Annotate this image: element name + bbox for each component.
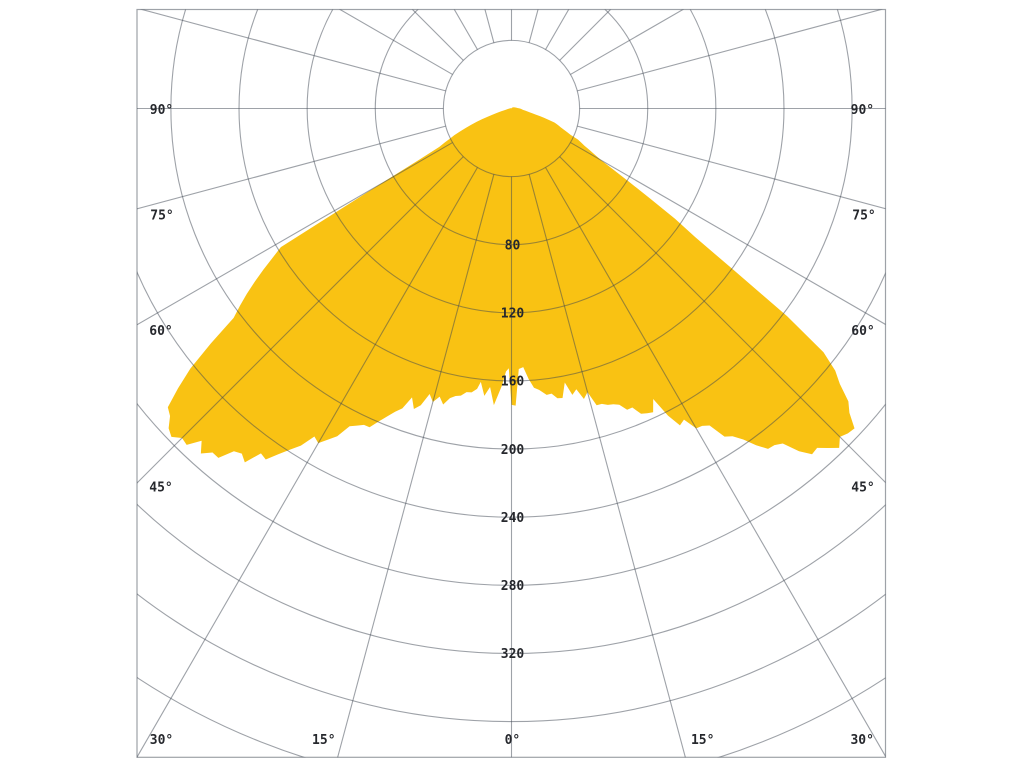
- grid-spoke-15: [528, 174, 686, 758]
- angle-tick-label-6: 0°: [505, 733, 521, 748]
- angle-tick-label-8: 30°: [850, 733, 873, 748]
- grid-spoke--15: [337, 174, 495, 758]
- angle-tick-label-7: 15°: [691, 733, 714, 748]
- angle-tick-label-1: 75°: [150, 209, 173, 224]
- angle-tick-label-11: 75°: [852, 209, 875, 224]
- grid-spoke--45: [137, 156, 464, 484]
- grid-spoke--30: [137, 167, 478, 758]
- angle-tick-label-9: 45°: [851, 481, 874, 496]
- angle-tick-label-4: 30°: [150, 733, 173, 748]
- radial-tick-label-240: 240: [501, 511, 525, 526]
- angle-tick-label-12: 90°: [851, 103, 874, 118]
- grid-spoke--60: [137, 142, 453, 326]
- radial-tick-label-160: 160: [501, 375, 525, 390]
- angle-tick-label-2: 60°: [149, 324, 172, 339]
- grid-spoke-45: [559, 156, 886, 484]
- grid-spoke-30: [545, 167, 886, 758]
- radial-tick-label-80: 80: [505, 238, 521, 253]
- axis-labels: 80 120 160 200 240 280 320 90° 75° 60° 45° 30° 15° 0°…: [149, 103, 875, 748]
- angle-tick-label-0: 90°: [150, 103, 173, 118]
- radial-tick-label-280: 280: [501, 579, 525, 594]
- angle-tick-label-10: 60°: [851, 324, 874, 339]
- angle-tick-label-3: 45°: [149, 481, 172, 496]
- radial-tick-label-200: 200: [501, 443, 525, 458]
- grid-spoke-60: [570, 142, 886, 326]
- plot-frame: [136, 8, 887, 758]
- radial-tick-label-320: 320: [501, 647, 525, 662]
- angle-tick-label-5: 15°: [312, 733, 335, 748]
- radial-tick-label-120: 120: [501, 307, 525, 322]
